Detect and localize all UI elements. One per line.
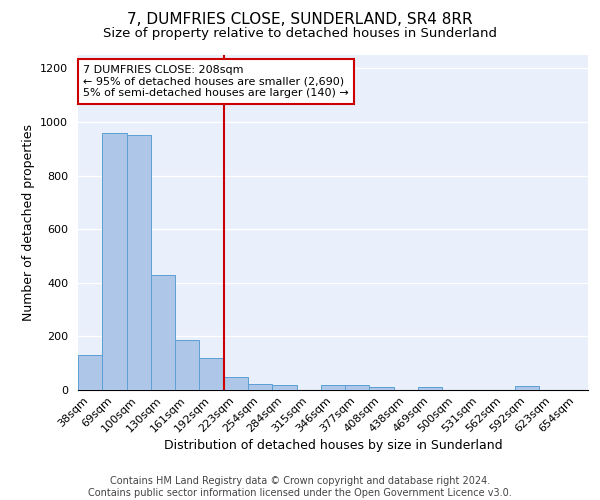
Bar [370, 387, 394, 390]
Bar [151, 275, 175, 390]
Y-axis label: Number of detached properties: Number of detached properties [22, 124, 35, 321]
Text: Contains HM Land Registry data © Crown copyright and database right 2024.
Contai: Contains HM Land Registry data © Crown c… [88, 476, 512, 498]
X-axis label: Distribution of detached houses by size in Sunderland: Distribution of detached houses by size … [164, 440, 502, 452]
Bar [102, 132, 127, 390]
Bar [199, 358, 224, 390]
Bar [515, 386, 539, 390]
Bar [272, 384, 296, 390]
Bar [78, 355, 102, 390]
Bar [248, 384, 272, 390]
Bar [175, 340, 199, 390]
Text: 7 DUMFRIES CLOSE: 208sqm
← 95% of detached houses are smaller (2,690)
5% of semi: 7 DUMFRIES CLOSE: 208sqm ← 95% of detach… [83, 65, 349, 98]
Bar [127, 136, 151, 390]
Text: 7, DUMFRIES CLOSE, SUNDERLAND, SR4 8RR: 7, DUMFRIES CLOSE, SUNDERLAND, SR4 8RR [127, 12, 473, 28]
Bar [418, 387, 442, 390]
Text: Size of property relative to detached houses in Sunderland: Size of property relative to detached ho… [103, 28, 497, 40]
Bar [224, 376, 248, 390]
Bar [321, 385, 345, 390]
Bar [345, 385, 370, 390]
